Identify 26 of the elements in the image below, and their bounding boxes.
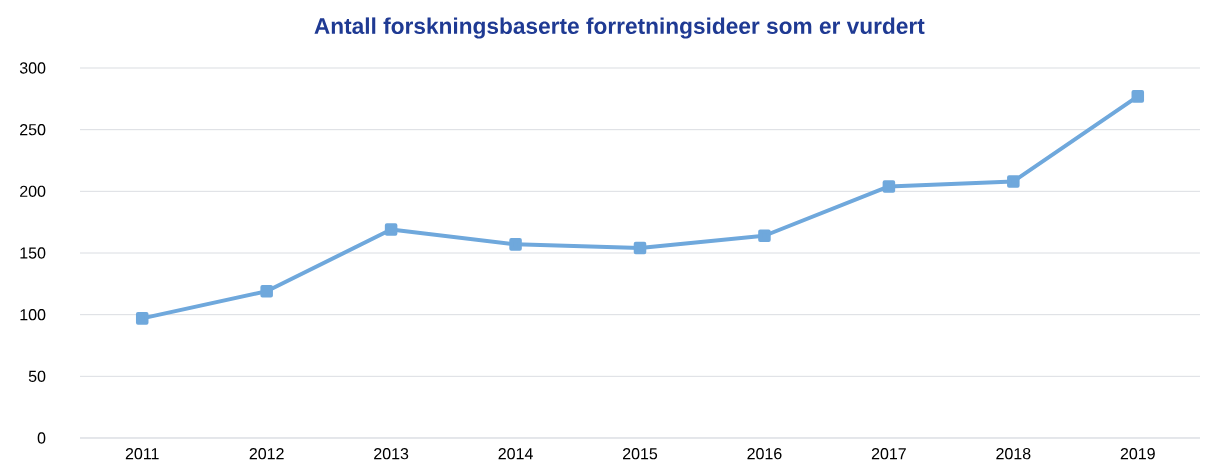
y-tick-label: 250 bbox=[20, 124, 46, 136]
point bbox=[1131, 90, 1145, 103]
point bbox=[135, 312, 149, 325]
y-tick-label: 100 bbox=[20, 309, 46, 321]
point bbox=[758, 229, 771, 242]
y-tick-label: 150 bbox=[20, 247, 46, 259]
chart-title: Antall forskningsbaserte forretningsideer som er vurdert bbox=[314, 17, 925, 39]
y-tick-label: 0 bbox=[37, 432, 46, 444]
x-tick-label: 2012 bbox=[249, 448, 284, 460]
point bbox=[509, 238, 522, 251]
y-tick-label: 200 bbox=[20, 185, 46, 197]
x-tick-label: 2019 bbox=[1120, 448, 1155, 460]
point bbox=[260, 284, 273, 298]
point bbox=[633, 241, 647, 255]
point bbox=[882, 180, 896, 193]
x-tick-label: 2018 bbox=[996, 448, 1031, 460]
x-tick-label: 2013 bbox=[374, 448, 409, 460]
x-tick-label: 2014 bbox=[498, 448, 533, 460]
point bbox=[1007, 175, 1020, 188]
x-tick-label: 2011 bbox=[125, 448, 159, 460]
x-tick-label: 2017 bbox=[871, 448, 906, 460]
x-tick-label: 2016 bbox=[747, 448, 782, 460]
point bbox=[384, 223, 398, 236]
y-tick-label: 50 bbox=[28, 370, 46, 382]
x-tick-label: 2015 bbox=[623, 448, 658, 460]
y-tick-label: 300 bbox=[19, 62, 46, 74]
